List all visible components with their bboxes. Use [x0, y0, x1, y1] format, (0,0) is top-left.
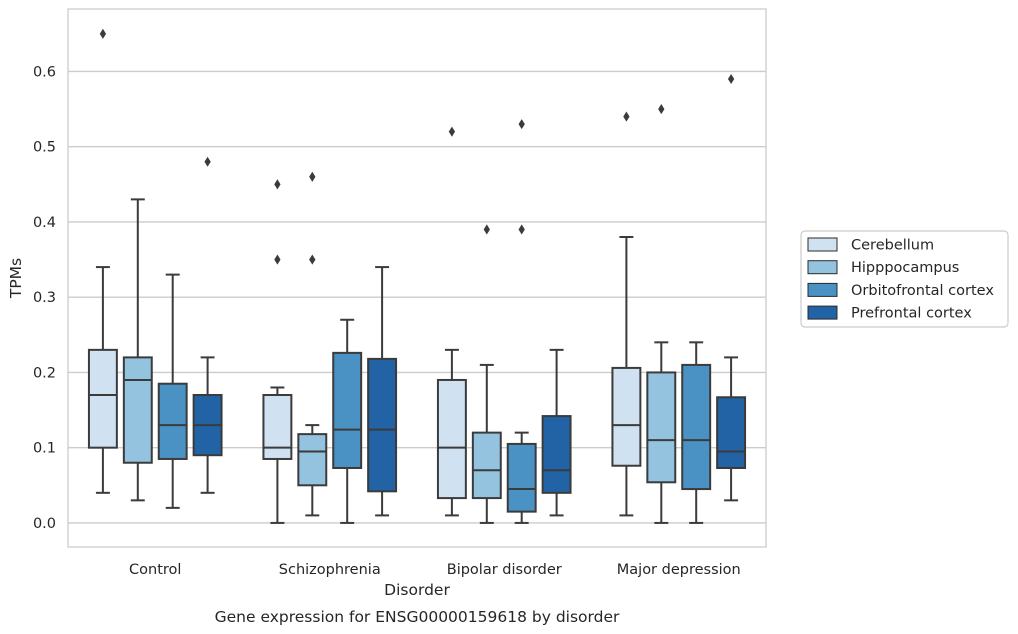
box-orbitofrontal-cortex: [506, 119, 537, 524]
plot-frame: [67, 8, 767, 548]
box-orbitofrontal-cortex: [681, 341, 712, 524]
outlier-point: [658, 104, 665, 115]
y-tick-label: 0.3: [33, 290, 56, 306]
box-groups: [87, 28, 747, 524]
outlier-point: [274, 254, 281, 265]
box-iqr: [646, 371, 677, 484]
box-hipppocampus: [471, 224, 502, 524]
x-tick-label: Control: [129, 562, 181, 578]
box-iqr: [367, 357, 398, 493]
outlier-point: [518, 119, 525, 130]
box-iqr: [122, 356, 153, 464]
box-orbitofrontal-cortex: [157, 273, 188, 509]
box-cerebellum: [262, 179, 293, 524]
x-tick-label: Schizophrenia: [279, 562, 381, 578]
legend-entry-label: Hipppocampus: [851, 260, 959, 276]
legend: Cerebellum Hipppocampus Orbitofrontal cort…: [800, 230, 1009, 328]
box-cerebellum: [611, 111, 642, 517]
box-iqr: [332, 351, 363, 469]
legend-frame: [800, 230, 1009, 328]
y-tick-label: 0.4: [33, 215, 56, 231]
y-tick-labels: 0.0 0.1 0.2 0.3 0.4 0.5 0.6: [33, 64, 56, 531]
outlier-point: [727, 73, 735, 85]
y-axis-label: TPMs: [7, 258, 25, 299]
box-hipppocampus: [646, 104, 677, 524]
outlier-point: [204, 156, 211, 167]
box-iqr: [506, 442, 537, 513]
outlier-point: [518, 224, 525, 235]
y-tick-label: 0.6: [33, 64, 56, 80]
legend-entry-label: Orbitofrontal cortex: [851, 283, 994, 299]
box-cerebellum: [436, 126, 467, 517]
outlier-point: [448, 126, 456, 137]
outlier-point: [623, 111, 630, 122]
box-iqr: [716, 396, 747, 469]
x-tick-label: Major depression: [617, 562, 741, 578]
box-prefrontal-cortex: [716, 73, 747, 502]
chart-caption: Gene expression for ENSG00000159618 by d…: [215, 608, 620, 626]
box-hipppocampus: [297, 171, 328, 517]
legend-swatch: [807, 305, 838, 320]
y-tick-label: 0.5: [33, 140, 56, 156]
box-iqr: [681, 363, 712, 491]
x-tick-labels: Control Schizophrenia Bipolar disorder Majo…: [129, 562, 741, 578]
box-iqr: [611, 366, 642, 467]
box-prefrontal-cortex: [541, 348, 572, 517]
legend-entry-label: Cerebellum: [851, 238, 934, 254]
box-iqr: [541, 415, 572, 494]
box-cerebellum: [87, 28, 118, 494]
legend-swatch: [807, 237, 838, 252]
outlier-point: [309, 171, 316, 182]
box-iqr: [297, 433, 328, 487]
legend-swatch: [807, 260, 838, 275]
outlier-point: [274, 179, 281, 190]
legend-entry-label: Prefrontal cortex: [851, 306, 972, 322]
box-prefrontal-cortex: [367, 266, 398, 517]
outlier-point: [99, 28, 107, 39]
box-hipppocampus: [122, 198, 153, 502]
box-iqr: [262, 394, 293, 460]
box-orbitofrontal-cortex: [332, 318, 363, 524]
y-tick-label: 0.2: [33, 365, 56, 381]
box-iqr: [436, 378, 467, 500]
legend-swatch: [807, 282, 838, 297]
x-axis-label: Disorder: [384, 581, 450, 599]
outlier-point: [309, 254, 316, 265]
outlier-point: [483, 224, 490, 235]
y-tick-label: 0.1: [33, 441, 56, 457]
box-iqr: [471, 431, 502, 500]
box-iqr: [157, 382, 188, 460]
box-prefrontal-cortex: [192, 156, 223, 494]
y-tick-label: 0.0: [33, 516, 56, 532]
box-iqr: [87, 348, 118, 449]
x-tick-label: Bipolar disorder: [447, 562, 562, 578]
